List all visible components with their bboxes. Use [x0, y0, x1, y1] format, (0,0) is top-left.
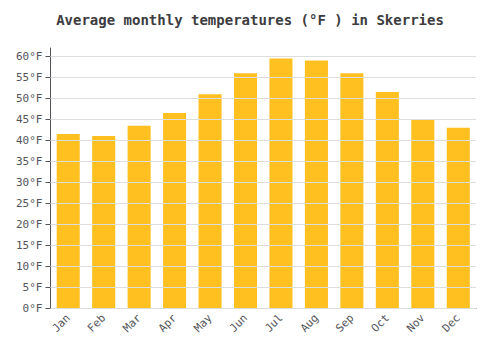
svg-text:15°F: 15°F	[16, 239, 43, 252]
svg-text:Feb: Feb	[85, 312, 108, 335]
svg-text:Jun: Jun	[227, 312, 250, 335]
svg-text:20°F: 20°F	[16, 218, 43, 231]
svg-text:0°F: 0°F	[23, 302, 43, 315]
svg-text:45°F: 45°F	[16, 113, 43, 126]
svg-text:Nov: Nov	[404, 311, 427, 334]
svg-text:55°F: 55°F	[16, 71, 43, 84]
svg-text:Dec: Dec	[440, 312, 463, 335]
svg-text:60°F: 60°F	[16, 50, 43, 63]
svg-text:35°F: 35°F	[16, 155, 43, 168]
svg-text:Oct: Oct	[369, 312, 392, 335]
svg-text:Sep: Sep	[333, 312, 356, 335]
svg-text:Aug: Aug	[298, 312, 321, 335]
svg-text:Average monthly temperatures (: Average monthly temperatures (°F ) in Sk…	[56, 12, 444, 28]
svg-text:5°F: 5°F	[23, 281, 43, 294]
svg-text:Jan: Jan	[50, 312, 73, 335]
svg-text:50°F: 50°F	[16, 92, 43, 105]
svg-text:25°F: 25°F	[16, 197, 43, 210]
svg-text:May: May	[191, 311, 214, 334]
svg-text:Mar: Mar	[121, 311, 144, 334]
svg-text:30°F: 30°F	[16, 176, 43, 189]
svg-text:40°F: 40°F	[16, 134, 43, 147]
svg-text:Jul: Jul	[262, 312, 285, 335]
svg-text:Apr: Apr	[156, 311, 179, 334]
svg-text:10°F: 10°F	[16, 260, 43, 273]
